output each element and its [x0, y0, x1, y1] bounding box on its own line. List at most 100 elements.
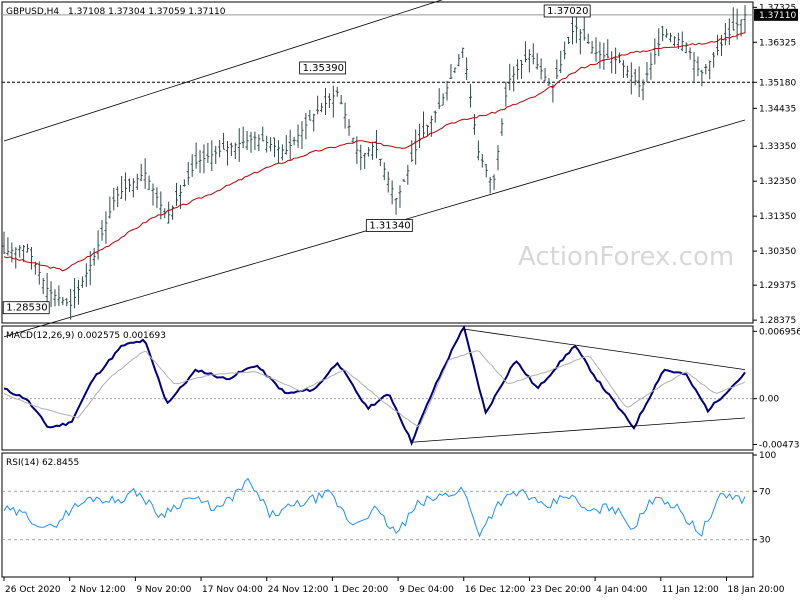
price-axis-tick-label: 1.36325: [759, 38, 796, 48]
price-bar: [523, 41, 527, 63]
price-bar: [610, 51, 614, 74]
price-label: 1.31340: [365, 219, 413, 232]
macd-title: MACD(12,26,9) 0.002575 0.001693: [6, 331, 166, 341]
symbol-label: GBPUSD,H4: [6, 7, 59, 17]
price-bar: [582, 14, 586, 41]
price-bar: [457, 53, 461, 67]
rsi-series: [3, 477, 746, 538]
price-bar: [520, 60, 524, 79]
price-bar: [743, 5, 747, 34]
price-bar: [194, 142, 198, 169]
price-bar: [433, 110, 437, 123]
price-bar: [147, 175, 151, 191]
rsi-title: RSI(14) 62.8455: [6, 458, 79, 468]
price-layer: 1.28530 1.35390 1.31340 1.37020: [2, 0, 753, 338]
price-bar: [461, 47, 465, 58]
price-bar: [676, 32, 680, 50]
price-label: 1.28530: [2, 301, 50, 315]
price-bar: [237, 128, 241, 162]
price-bar: [45, 272, 49, 303]
price-bar: [657, 28, 661, 57]
macd-panel-frame: [1, 325, 754, 451]
price-bar: [374, 129, 378, 159]
price-bar: [312, 113, 316, 132]
x-axis-tick-label: 9 Dec 04:00: [399, 585, 454, 595]
price-bar: [143, 158, 147, 189]
price-bar: [49, 281, 53, 308]
price-bar: [665, 28, 669, 38]
macd-axis-tick-label: 0.00: [759, 395, 779, 405]
price-bar: [96, 230, 100, 260]
price-bar: [410, 140, 414, 163]
price-bar: [245, 131, 249, 150]
price-bar: [700, 69, 704, 87]
price-bar: [284, 135, 288, 155]
price-bar: [14, 247, 18, 269]
price-bar: [735, 8, 739, 40]
price-bar: [567, 36, 571, 44]
price-axis-tick-label: 1.33350: [759, 142, 796, 152]
price-bar: [151, 183, 155, 206]
x-axis-tick-label: 2 Nov 12:00: [71, 585, 126, 595]
price-bar: [225, 141, 229, 166]
price-label: 1.37020: [543, 4, 591, 18]
macd-layer: [2, 325, 753, 446]
price-bar: [198, 150, 202, 173]
axis-layer: 1.37325 1.36325 1.35180 1.34435 1.33350 1.323…: [3, 3, 800, 595]
price-bar: [484, 163, 488, 178]
rsi-panel-frame: [1, 452, 754, 578]
price-bar: [645, 61, 649, 83]
price-bar: [10, 242, 14, 263]
price-bar: [84, 263, 88, 287]
price-bar: [139, 163, 143, 182]
price-bar: [304, 112, 308, 140]
price-bar: [363, 153, 367, 169]
price-bar: [257, 134, 261, 152]
price-bar: [351, 137, 355, 143]
price-bar: [469, 83, 473, 108]
price-bar: [680, 31, 684, 52]
price-bar: [367, 146, 371, 157]
price-bar: [155, 187, 159, 209]
price-bar: [531, 43, 535, 65]
price-bar: [69, 288, 73, 320]
x-axis-tick-label: 9 Nov 20:00: [136, 585, 191, 595]
price-bar: [539, 58, 543, 80]
price-axis-tick-label: 1.29375: [759, 281, 796, 291]
price-bar: [688, 47, 692, 60]
price-bar: [559, 50, 563, 74]
price-bar: [347, 119, 351, 136]
macd-series-macd: [3, 325, 746, 446]
price-bar: [88, 251, 92, 286]
price-bar: [719, 34, 723, 57]
price-bar: [508, 63, 512, 91]
price-bar: [335, 86, 339, 97]
price-bar: [108, 196, 112, 219]
price-bar: [684, 42, 688, 54]
price-bar: [708, 60, 712, 80]
price-bar: [555, 59, 559, 80]
price-bar: [716, 34, 720, 56]
price-bar: [727, 18, 731, 46]
svg-text:1.37020: 1.37020: [547, 6, 588, 17]
price-bar: [249, 131, 253, 153]
price-bar: [418, 123, 422, 149]
price-bar: [206, 142, 210, 163]
price-bar: [547, 78, 551, 86]
x-axis-tick-label: 16 Dec 12:00: [465, 585, 526, 595]
price-bar: [704, 64, 708, 75]
macd-axis-tick-label: 0.006956: [759, 327, 800, 337]
price-bar: [331, 85, 335, 118]
price-bar: [22, 245, 26, 262]
price-bar: [649, 52, 653, 80]
price-bar: [320, 102, 324, 113]
price-bar: [527, 49, 531, 73]
price-bar: [171, 205, 175, 220]
svg-text:1.28530: 1.28530: [6, 303, 47, 314]
price-bar: [269, 137, 273, 152]
price-bar: [570, 12, 574, 45]
price-bar: [696, 56, 700, 77]
price-bar: [120, 176, 124, 199]
price-bar: [73, 278, 77, 309]
